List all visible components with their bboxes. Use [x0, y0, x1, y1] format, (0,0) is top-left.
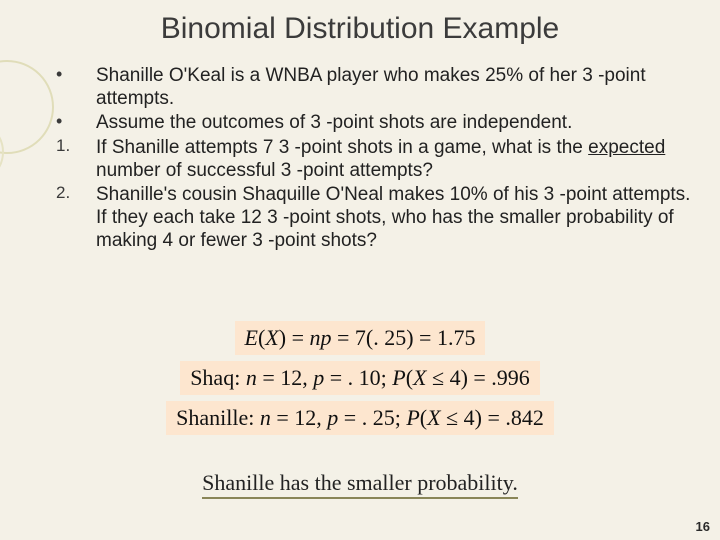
conclusion: Shanille has the smaller probability.: [0, 470, 720, 496]
body-text: Shanille O'Keal is a WNBA player who mak…: [56, 64, 696, 253]
formula-shanille: Shanille: n = 12, p = . 25; P(X ≤ 4) = .…: [166, 401, 554, 435]
page-number: 16: [696, 519, 710, 534]
bullet-item: Assume the outcomes of 3 -point shots ar…: [56, 111, 696, 134]
formula-shaq: Shaq: n = 12, p = . 10; P(X ≤ 4) = .996: [180, 361, 540, 395]
bullet-item: Shanille O'Keal is a WNBA player who mak…: [56, 64, 696, 110]
slide-title: Binomial Distribution Example: [0, 12, 720, 46]
formula-expected-value: E(X) = np = 7(. 25) = 1.75: [235, 321, 486, 355]
number-marker: 2.: [56, 183, 96, 204]
formula-area: E(X) = np = 7(. 25) = 1.75 Shaq: n = 12,…: [0, 318, 720, 438]
number-marker: 1.: [56, 136, 96, 157]
underlined-word: expected: [588, 137, 665, 158]
bullet-text: Shanille O'Keal is a WNBA player who mak…: [96, 64, 696, 110]
bullet-text: Assume the outcomes of 3 -point shots ar…: [96, 111, 696, 134]
numbered-text: Shanille's cousin Shaquille O'Neal makes…: [96, 183, 696, 253]
bullet-marker: [56, 111, 96, 133]
numbered-text: If Shanille attempts 7 3 -point shots in…: [96, 136, 696, 182]
numbered-item: 2. Shanille's cousin Shaquille O'Neal ma…: [56, 183, 696, 253]
deco-circle-large: [0, 60, 54, 154]
conclusion-text: Shanille has the smaller probability.: [202, 470, 518, 499]
bullet-marker: [56, 64, 96, 86]
numbered-item: 1. If Shanille attempts 7 3 -point shots…: [56, 136, 696, 182]
